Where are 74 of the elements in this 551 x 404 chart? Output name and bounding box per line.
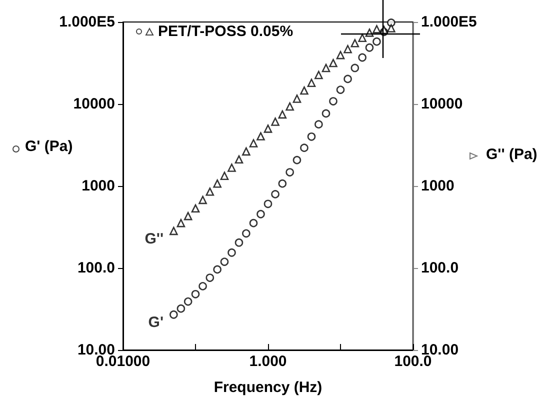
point	[213, 265, 222, 274]
text: 10000	[73, 96, 115, 112]
point	[242, 229, 250, 238]
y2-axis-title: G'' (Pa)	[486, 146, 538, 163]
point	[170, 310, 178, 319]
point	[191, 290, 200, 298]
point	[307, 132, 316, 141]
point	[278, 110, 287, 119]
y-axis-title: G' (Pa)	[25, 138, 73, 155]
series-label: G''	[144, 230, 164, 248]
point	[372, 25, 381, 34]
series-label: G'	[148, 314, 164, 332]
point	[350, 39, 360, 48]
text: 1000	[82, 178, 115, 194]
point	[228, 164, 236, 172]
point	[271, 190, 280, 198]
point	[220, 172, 229, 180]
point	[336, 50, 345, 60]
point	[256, 210, 265, 218]
point	[336, 86, 345, 94]
point	[372, 37, 381, 46]
point	[184, 297, 192, 306]
point	[358, 53, 366, 62]
text: 1.000E5	[59, 14, 115, 30]
y-tick-label: 10000	[421, 96, 463, 112]
point	[256, 132, 265, 140]
point	[198, 196, 207, 204]
text: 100.0	[77, 260, 115, 276]
point	[242, 147, 250, 156]
point	[292, 94, 302, 103]
point	[300, 144, 308, 152]
point	[307, 78, 316, 88]
point	[184, 212, 192, 220]
point	[344, 44, 352, 54]
point	[220, 258, 229, 266]
x-axis-title: Frequency (Hz)	[214, 379, 322, 396]
point	[191, 204, 200, 213]
point	[176, 218, 186, 228]
point	[206, 274, 214, 282]
point	[234, 238, 244, 247]
point	[350, 64, 360, 72]
point	[264, 200, 272, 208]
x-tick-label: 1.000	[249, 353, 287, 370]
y-tick-label: 1.000E5	[421, 14, 477, 30]
point	[300, 86, 308, 95]
point	[176, 304, 186, 313]
point	[365, 43, 374, 52]
point	[249, 218, 258, 228]
point	[170, 226, 178, 236]
point	[198, 282, 207, 290]
y-tick-label: 1000	[421, 178, 454, 194]
point	[387, 24, 396, 32]
point	[286, 102, 294, 111]
point	[387, 18, 396, 27]
point	[271, 118, 280, 126]
point	[249, 139, 258, 148]
point	[314, 120, 323, 128]
point	[206, 188, 214, 196]
point	[278, 179, 287, 188]
point	[234, 155, 244, 164]
point	[358, 34, 366, 42]
point	[322, 109, 330, 118]
point	[329, 58, 338, 68]
point	[322, 64, 330, 72]
y-tick-label: 100.0	[421, 260, 459, 276]
point	[329, 97, 338, 106]
point	[344, 74, 352, 84]
point	[213, 179, 222, 188]
point	[292, 156, 302, 164]
point	[286, 168, 294, 176]
point	[228, 248, 236, 257]
point	[314, 70, 323, 80]
point	[264, 124, 272, 133]
annotation: PET/T-POSS 0.05%	[158, 23, 294, 40]
